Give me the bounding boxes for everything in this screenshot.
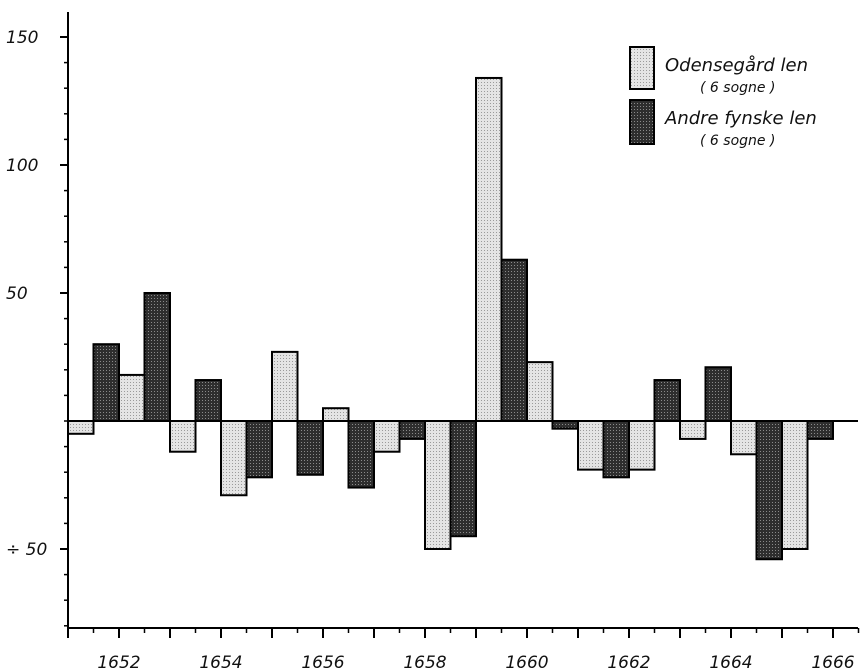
bar-odensegard: [730, 420, 758, 456]
bar-andre: [92, 343, 120, 423]
bar-andre: [398, 420, 426, 440]
x-tick-label: 1666: [811, 653, 854, 672]
bar-andre: [653, 379, 681, 423]
bar-andre: [245, 420, 273, 479]
bar-odensegard: [424, 420, 452, 550]
bar-odensegard: [220, 420, 248, 497]
legend-swatch-odensegard: [629, 46, 655, 90]
x-tick-label: 1656: [301, 653, 344, 672]
legend: Odensegård len ( 6 sogne ) Andre fynske …: [629, 46, 817, 149]
x-tick-label: 1660: [505, 653, 548, 672]
bar-andre: [755, 420, 783, 561]
x-tick-label: 1654: [199, 653, 242, 672]
bar-andre: [194, 379, 222, 423]
bar-odensegard: [118, 373, 146, 423]
x-axis-ticks: 1652 1654 1656 1658 1660 1662 1664 1666: [67, 628, 860, 672]
y-tick-label: 100: [6, 156, 38, 176]
bar-andre: [296, 420, 324, 476]
bar-odensegard: [271, 350, 299, 423]
bar-andre: [143, 292, 171, 422]
bar-odensegard: [781, 420, 809, 550]
bar-andre: [602, 420, 630, 479]
y-tick-label: 150: [6, 28, 38, 48]
legend-swatch-andre: [629, 99, 655, 145]
bar-andre: [551, 420, 579, 430]
bar-odensegard: [628, 420, 656, 471]
legend-sub-odensegard: ( 6 sogne ): [700, 80, 775, 96]
bar-andre: [806, 420, 834, 440]
bar-odensegard: [169, 420, 197, 453]
x-tick-label: 1658: [403, 653, 446, 672]
bar-andre: [347, 420, 375, 489]
bar-odensegard: [67, 420, 95, 435]
bar-odensegard: [373, 420, 401, 453]
x-tick-label: 1664: [709, 653, 752, 672]
y-tick-label: ÷ 50: [6, 540, 47, 560]
bar-andre: [449, 420, 477, 538]
bar-andre: [704, 366, 732, 422]
legend-label-odensegard: Odensegård len: [665, 55, 808, 76]
bar-odensegard: [475, 76, 503, 423]
bar-odensegard: [526, 361, 554, 422]
bar-odensegard: [679, 420, 707, 440]
x-tick-label: 1662: [607, 653, 650, 672]
bar-andre: [500, 258, 528, 422]
y-tick-label: 50: [6, 284, 28, 304]
bar-odensegard: [577, 420, 605, 471]
legend-sub-andre: ( 6 sogne ): [700, 133, 775, 149]
legend-label-andre: Andre fynske len: [664, 108, 817, 129]
bars: [67, 76, 834, 561]
x-tick-label: 1652: [97, 653, 140, 672]
y-axis-ticks: 150 100 50 ÷ 50: [6, 28, 68, 560]
bar-odensegard: [322, 407, 350, 423]
